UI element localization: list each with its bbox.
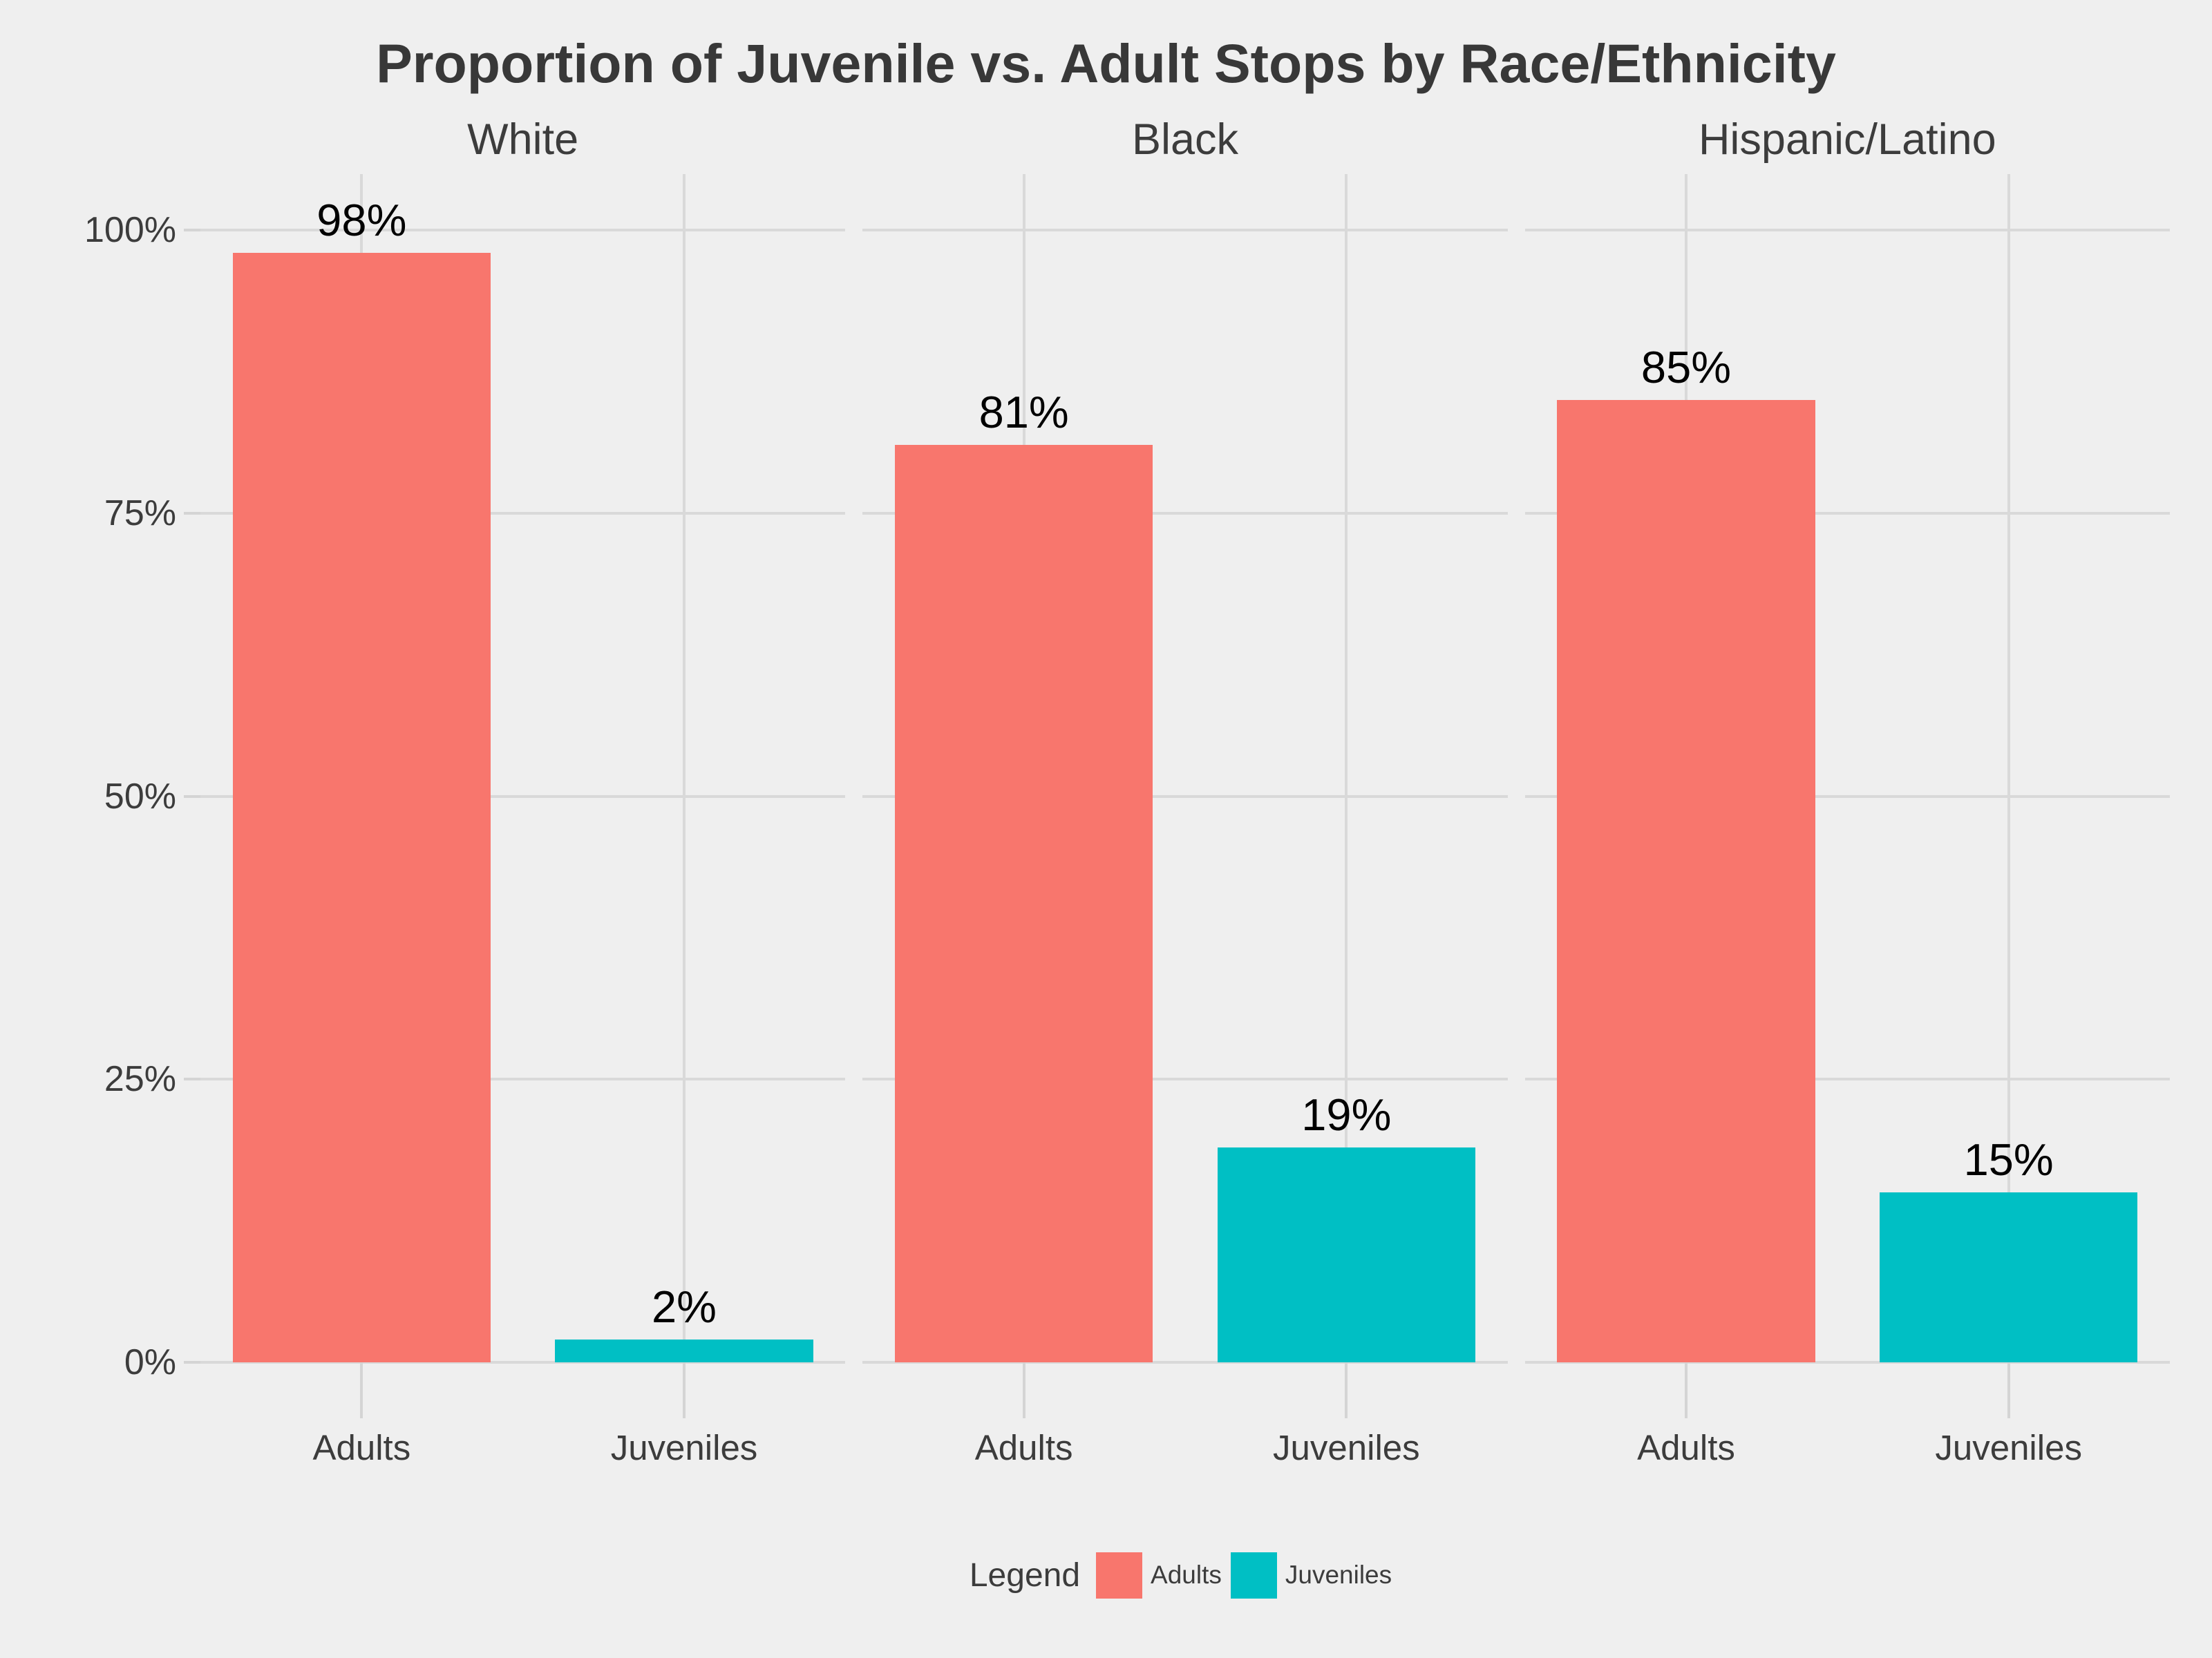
bar-black-adults[interactable] — [894, 445, 1153, 1362]
x-axis-tick — [683, 1362, 686, 1418]
gridline-horizontal — [1524, 511, 2170, 515]
gridline-horizontal — [862, 1361, 1508, 1364]
x-axis-category-label: Adults — [1637, 1428, 1735, 1467]
y-axis-tick-label: 75% — [104, 493, 176, 533]
gridline-horizontal — [200, 794, 846, 798]
facet-panel-hispanic-latino: 85% 15% — [1524, 174, 2170, 1364]
legend-label-adults: Adults — [1151, 1561, 1222, 1589]
y-axis-tick — [184, 1361, 200, 1364]
x-axis-tick — [1685, 1362, 1688, 1418]
x-axis-tick — [360, 1362, 363, 1418]
legend: Legend Adults Juveniles — [200, 1536, 2170, 1614]
y-axis-tick — [184, 511, 200, 515]
bar-value-label: 81% — [979, 387, 1069, 438]
gridline-vertical — [2007, 174, 2010, 1362]
chart-title: Proportion of Juvenile vs. Adult Stops b… — [376, 32, 1836, 94]
y-axis-tick-label: 100% — [84, 210, 176, 250]
bar-value-label: 19% — [1301, 1089, 1392, 1140]
x-axis-category-label: Adults — [312, 1428, 411, 1467]
facet-strip-label-hispanic-latino: Hispanic/Latino — [1698, 115, 1996, 164]
facet-strip-label-black: Black — [1131, 115, 1239, 164]
gridline-horizontal — [200, 229, 846, 231]
gridline-horizontal — [1524, 1078, 2170, 1081]
y-axis-tick-label: 25% — [104, 1059, 176, 1100]
facet-panel-black: 81% 19% — [862, 174, 1508, 1364]
gridline-vertical — [1345, 174, 1348, 1362]
bar-value-label: 2% — [652, 1281, 717, 1333]
bar-value-label: 98% — [316, 194, 407, 245]
facet-panel-white: 98% 2% — [200, 174, 846, 1364]
gridline-horizontal — [862, 229, 1508, 231]
gridline-horizontal — [1524, 229, 2170, 231]
facet-strip-label-white: White — [467, 115, 579, 164]
legend-label-juveniles: Juveniles — [1285, 1561, 1392, 1589]
y-axis-tick — [184, 229, 200, 231]
x-axis-category-label: Juveniles — [1273, 1428, 1420, 1467]
x-axis-category-label: Adults — [974, 1428, 1073, 1467]
x-axis-category-label: Juveniles — [1935, 1428, 2082, 1467]
legend-item-adults[interactable]: Adults — [1096, 1552, 1222, 1599]
legend-item-juveniles[interactable]: Juveniles — [1230, 1552, 1392, 1599]
x-axis-tick — [1022, 1362, 1025, 1418]
gridline-horizontal — [200, 1361, 846, 1364]
gridline-horizontal — [862, 794, 1508, 798]
bar-white-juveniles[interactable] — [555, 1340, 813, 1362]
gridline-horizontal — [862, 511, 1508, 515]
y-axis-tick — [184, 1078, 200, 1081]
legend-swatch-adults — [1096, 1552, 1143, 1599]
bar-black-juveniles[interactable] — [1217, 1147, 1475, 1362]
x-axis-tick — [1345, 1362, 1348, 1418]
gridline-horizontal — [200, 511, 846, 515]
legend-title: Legend — [969, 1556, 1081, 1594]
y-axis-tick-label: 50% — [104, 776, 176, 817]
x-axis-tick — [2007, 1362, 2010, 1418]
bar-value-label: 85% — [1641, 341, 1732, 392]
gridline-horizontal — [862, 1078, 1508, 1081]
bar-hispanic-latino-juveniles[interactable] — [1879, 1192, 2138, 1362]
gridline-horizontal — [1524, 1361, 2170, 1364]
bar-hispanic-latino-adults[interactable] — [1557, 399, 1815, 1362]
gridline-vertical — [683, 174, 686, 1362]
bar-value-label: 15% — [1963, 1134, 2054, 1185]
y-axis-tick — [184, 794, 200, 798]
y-axis-tick-label: 0% — [124, 1342, 176, 1382]
gridline-horizontal — [1524, 794, 2170, 798]
gridline-horizontal — [200, 1078, 846, 1081]
bar-white-adults[interactable] — [232, 252, 491, 1362]
legend-swatch-juveniles — [1230, 1552, 1277, 1599]
x-axis-category-label: Juveniles — [610, 1428, 758, 1467]
